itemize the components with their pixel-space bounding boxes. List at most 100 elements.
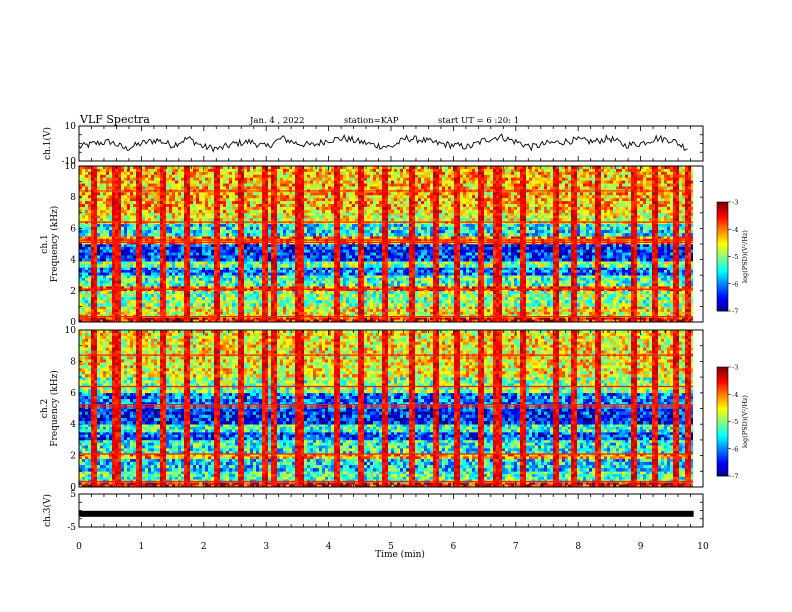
- spectrogram-cell: [139, 306, 143, 310]
- spectrogram-cell: [169, 306, 173, 310]
- spectrogram-cell: [367, 261, 371, 265]
- spectrogram-cell: [82, 303, 86, 307]
- spectrogram-cell: [262, 319, 266, 323]
- spectrogram-cell: [316, 264, 320, 268]
- spectrogram-cell: [172, 290, 176, 295]
- spectrogram-cell: [109, 275, 113, 279]
- spectrogram-cell: [124, 280, 128, 284]
- spectrogram-cell: [91, 286, 95, 289]
- spectrogram-cell: [184, 264, 188, 268]
- spectrogram-cell: [316, 246, 320, 251]
- spectrogram-cell: [502, 286, 506, 289]
- spectrogram-cell: [388, 297, 392, 301]
- spectrogram-cell: [142, 303, 146, 307]
- spectrogram-cell: [232, 311, 236, 315]
- spectrogram-cell: [382, 275, 386, 279]
- spectrogram-cell: [169, 319, 173, 323]
- spectrogram-cell: [691, 317, 695, 320]
- spectrogram-cell: [529, 272, 533, 276]
- spectrogram-cell: [448, 280, 452, 284]
- spectrogram-cell: [610, 244, 614, 248]
- spectrogram-cell: [556, 303, 560, 307]
- spectrogram-cell: [619, 272, 623, 276]
- spectrogram-cell: [280, 272, 284, 276]
- spectrogram-cell: [109, 280, 113, 284]
- spectrogram-cell: [349, 303, 353, 307]
- spectrogram-cell: [418, 267, 422, 271]
- spectrogram-cell: [691, 319, 695, 323]
- spectrogram-cell: [355, 261, 359, 265]
- spectrogram-cell: [187, 283, 191, 287]
- spectrogram-cell: [79, 290, 83, 295]
- spectrogram-cell: [595, 290, 599, 295]
- spectrogram-cell: [166, 283, 170, 287]
- spectrogram-cell: [268, 272, 272, 276]
- spectrogram-cell: [463, 290, 467, 295]
- spectrogram-cell: [202, 267, 206, 271]
- spectrogram-cell: [556, 261, 560, 265]
- spectrogram-cell: [601, 277, 605, 281]
- spectrogram-cell: [607, 272, 611, 276]
- spectrogram-cell: [154, 319, 158, 323]
- spectrogram-cell: [496, 275, 500, 279]
- spectrogram-cell: [394, 275, 398, 279]
- spectrogram-cell: [151, 275, 155, 279]
- spectrogram-cell: [439, 300, 443, 304]
- spectrogram-cell: [91, 300, 95, 304]
- spectrogram-cell: [100, 246, 104, 251]
- spectrogram-cell: [337, 300, 341, 304]
- spectrogram-cell: [82, 270, 86, 273]
- spectrogram-cell: [157, 293, 161, 298]
- spectrogram-cell: [298, 280, 302, 284]
- spectrogram-cell: [529, 246, 533, 251]
- spectrogram-cell: [139, 261, 143, 265]
- spectrogram-cell: [85, 283, 89, 287]
- spectrogram-cell: [481, 246, 485, 251]
- spectrogram-cell: [574, 300, 578, 304]
- spectrogram-cell: [592, 277, 596, 281]
- spectrogram-cell: [229, 277, 233, 281]
- spectrogram-cell: [367, 272, 371, 276]
- spectrogram-cell: [415, 303, 419, 307]
- spectrogram-cell: [136, 286, 140, 289]
- spectrogram-cell: [349, 290, 353, 295]
- spectrogram-cell: [535, 319, 539, 323]
- spectrogram-cell: [190, 317, 194, 320]
- spectrogram-cell: [256, 297, 260, 301]
- spectrogram-cell: [589, 267, 593, 271]
- spectrogram-cell: [355, 283, 359, 287]
- spectrogram-cell: [478, 303, 482, 307]
- spectrogram-cell: [643, 244, 647, 248]
- spectrogram-cell: [319, 290, 323, 295]
- spectrogram-cell: [514, 297, 518, 301]
- spectrogram-cell: [385, 280, 389, 284]
- spectrogram-cell: [580, 309, 584, 313]
- spectrogram-cell: [289, 267, 293, 271]
- spectrogram-cell: [673, 277, 677, 281]
- spectrogram-cell: [274, 317, 278, 320]
- spectrogram-cell: [115, 267, 119, 271]
- spectrogram-cell: [85, 277, 89, 281]
- spectrogram-cell: [271, 309, 275, 313]
- spectrogram-cell: [427, 303, 431, 307]
- spectrogram-cell: [439, 286, 443, 289]
- spectrogram-cell: [184, 280, 188, 284]
- spectrogram-cell: [487, 246, 491, 251]
- spectrogram-cell: [376, 272, 380, 276]
- spectrogram-cell: [388, 277, 392, 281]
- spectrogram-cell: [274, 264, 278, 268]
- spectrogram-cell: [163, 290, 167, 295]
- spectrogram-cell: [316, 267, 320, 271]
- spectrogram-cell: [532, 270, 536, 273]
- spectrogram-cell: [454, 309, 458, 313]
- spectrogram-cell: [541, 297, 545, 301]
- spectrogram-cell: [352, 306, 356, 310]
- spectrogram-cell: [157, 300, 161, 304]
- spectrogram-cell: [112, 270, 116, 273]
- spectrogram-cell: [349, 280, 353, 284]
- spectrogram-cell: [229, 272, 233, 276]
- spectrogram-cell: [253, 297, 257, 301]
- spectrogram-cell: [325, 297, 329, 301]
- spectrogram-cell: [496, 293, 500, 298]
- spectrogram-cell: [112, 306, 116, 310]
